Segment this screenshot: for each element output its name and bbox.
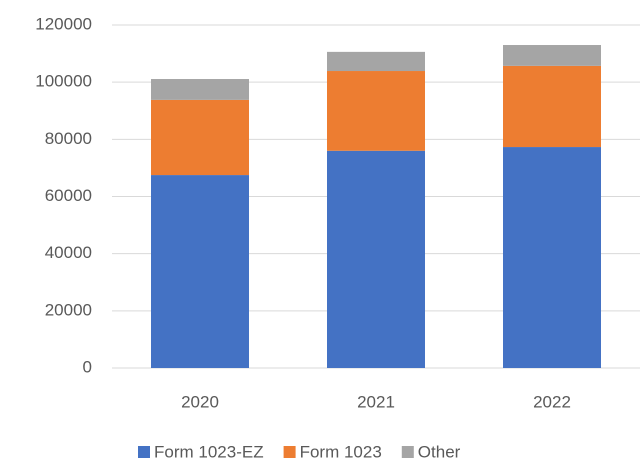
legend-label: Form 1023 xyxy=(300,442,382,461)
legend-label: Form 1023-EZ xyxy=(154,442,264,461)
legend-swatch xyxy=(401,446,414,458)
y-tick-label: 80000 xyxy=(45,129,92,148)
x-tick-label: 2022 xyxy=(533,392,571,411)
y-tick-label: 20000 xyxy=(45,300,92,319)
bar-segment xyxy=(327,71,425,151)
bar-segment xyxy=(151,175,249,368)
x-tick-label: 2021 xyxy=(357,392,395,411)
y-tick-label: 0 xyxy=(83,357,92,376)
y-tick-label: 120000 xyxy=(35,14,92,33)
y-tick-label: 60000 xyxy=(45,186,92,205)
legend-swatch xyxy=(283,446,296,458)
legend-swatch xyxy=(138,446,150,458)
bar-segment xyxy=(151,99,249,176)
bar-segment xyxy=(503,147,601,368)
y-tick-label: 40000 xyxy=(45,243,92,262)
bar-segment xyxy=(503,45,601,66)
bar-segment xyxy=(327,51,425,72)
x-tick-label: 2020 xyxy=(181,392,219,411)
bar-segment xyxy=(327,150,425,368)
y-tick-label: 100000 xyxy=(35,72,92,91)
legend-label: Other xyxy=(418,442,461,461)
bar-segment xyxy=(503,65,601,148)
bar-segment xyxy=(151,79,249,100)
